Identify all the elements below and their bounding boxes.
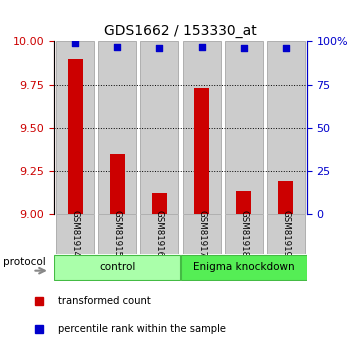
Text: GSM81919: GSM81919 xyxy=(281,210,290,257)
Point xyxy=(241,46,247,51)
Bar xyxy=(110,154,125,214)
Text: transformed count: transformed count xyxy=(58,296,151,306)
Bar xyxy=(267,214,305,254)
Point xyxy=(157,46,162,51)
Bar xyxy=(183,214,221,254)
Bar xyxy=(56,214,94,254)
Text: GSM81918: GSM81918 xyxy=(239,210,248,257)
Text: Enigma knockdown: Enigma knockdown xyxy=(193,263,295,272)
Text: GSM81917: GSM81917 xyxy=(197,210,206,257)
Bar xyxy=(180,255,307,280)
Bar xyxy=(56,41,94,214)
Bar xyxy=(140,41,178,214)
Point xyxy=(72,40,78,46)
Bar xyxy=(54,255,180,280)
Text: control: control xyxy=(99,263,135,272)
Bar xyxy=(68,59,83,214)
Bar xyxy=(140,214,178,254)
Bar xyxy=(278,181,293,214)
Text: GSM81914: GSM81914 xyxy=(71,210,80,257)
Bar xyxy=(183,41,221,214)
Text: protocol: protocol xyxy=(3,257,45,267)
Bar xyxy=(194,88,209,214)
Bar xyxy=(152,193,167,214)
Bar xyxy=(98,214,136,254)
Point xyxy=(199,44,204,49)
Text: GSM81916: GSM81916 xyxy=(155,210,164,257)
Text: percentile rank within the sample: percentile rank within the sample xyxy=(58,324,226,334)
Point xyxy=(114,44,120,49)
Text: GSM81915: GSM81915 xyxy=(113,210,122,257)
Bar xyxy=(236,191,251,214)
Bar xyxy=(98,41,136,214)
Point xyxy=(283,46,289,51)
Bar xyxy=(225,41,263,214)
Title: GDS1662 / 153330_at: GDS1662 / 153330_at xyxy=(104,23,257,38)
Bar xyxy=(225,214,263,254)
Bar xyxy=(267,41,305,214)
